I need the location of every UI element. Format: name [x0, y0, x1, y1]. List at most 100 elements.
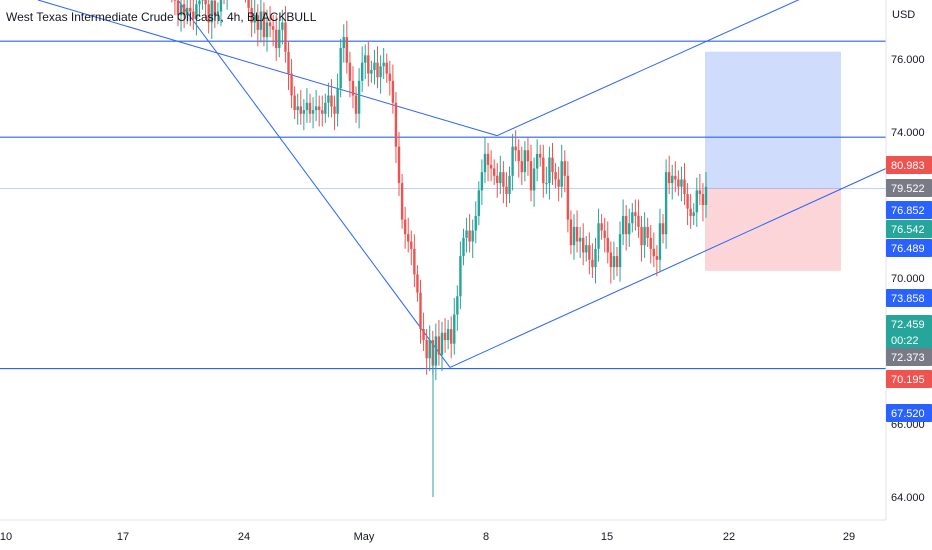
- candle-body: [508, 175, 511, 195]
- candle-body: [308, 102, 312, 114]
- candle-body: [511, 146, 514, 176]
- candle-body: [689, 208, 692, 216]
- price-tag-label: 67.520: [891, 408, 925, 420]
- candle-body: [443, 332, 447, 341]
- time-axis-bg: [0, 520, 886, 550]
- candle-body: [453, 314, 456, 344]
- trend-line: [37, 0, 498, 137]
- candle-body: [351, 80, 355, 96]
- y-tick-label: 76.000: [891, 54, 925, 66]
- time-axis[interactable]: 10 17 24 May 8 15 22 29: [0, 531, 855, 543]
- price-tag-label: 72.459: [891, 319, 925, 331]
- candle-body: [606, 237, 609, 253]
- position-zones[interactable]: [705, 51, 841, 271]
- candle-body: [588, 245, 591, 260]
- candle-body: [333, 106, 336, 114]
- candle-body: [182, 4, 186, 16]
- candle-body: [299, 106, 302, 114]
- currency-label: USD: [892, 9, 916, 21]
- candle-body: [210, 0, 213, 23]
- candle-body: [271, 26, 275, 30]
- price-tag: [886, 201, 932, 219]
- candle-body: [416, 274, 419, 293]
- candle-body: [677, 179, 680, 187]
- price-tag: [886, 179, 932, 197]
- candle-body: [578, 237, 582, 242]
- candle-body: [539, 153, 542, 158]
- candle-body: [376, 62, 379, 78]
- candle-body: [357, 80, 361, 114]
- candle-body: [612, 256, 616, 268]
- candle-body: [631, 212, 634, 224]
- candle-body: [247, 0, 250, 8]
- candle-body: [597, 223, 600, 249]
- candle-body: [502, 172, 505, 187]
- candle-body: [557, 179, 560, 187]
- candle-body: [514, 146, 517, 151]
- candle-body: [213, 0, 217, 16]
- candle-body: [575, 226, 579, 242]
- price-tag: [886, 348, 932, 366]
- y-tick-label: 70.000: [891, 273, 925, 285]
- candle-body: [394, 102, 398, 147]
- price-tag: [886, 370, 932, 388]
- candle-body: [621, 215, 625, 235]
- candles: [171, 0, 708, 497]
- candle-body: [560, 161, 563, 187]
- candle-body: [585, 245, 588, 253]
- candle-body: [545, 183, 548, 185]
- candle-body: [373, 62, 376, 70]
- candle-body: [492, 168, 496, 176]
- candle-body: [523, 150, 527, 173]
- price-tag: [886, 156, 932, 174]
- chart-title: West Texas Intermediate Crude Oil cash, …: [6, 10, 317, 24]
- candle-body: [517, 150, 520, 162]
- candle-body: [695, 190, 698, 213]
- candle-body: [569, 219, 573, 246]
- drawing-lines[interactable]: [0, 0, 887, 370]
- candle-body: [535, 153, 539, 169]
- candle-body: [302, 110, 306, 114]
- candle-body: [520, 161, 524, 173]
- candle-body: [465, 230, 468, 238]
- candle-body: [419, 292, 422, 330]
- x-tick-label: 10: [0, 531, 12, 543]
- candle-body: [566, 175, 570, 220]
- price-tag-label: 72.373: [891, 352, 925, 364]
- candle-body: [262, 11, 266, 38]
- candle-body: [683, 179, 686, 195]
- candle-body: [176, 0, 180, 16]
- countdown-label: 00:22: [891, 335, 919, 347]
- candle-body: [624, 215, 628, 235]
- price-tag: [886, 315, 932, 349]
- candle-body: [661, 223, 665, 235]
- candle-body: [278, 29, 281, 49]
- candle-body: [173, 0, 177, 1]
- candle-body: [434, 336, 438, 366]
- candle-body: [456, 296, 459, 315]
- price-tags: 80.983 79.522 76.852 76.542 76.489 73.858 72.4…: [886, 156, 932, 422]
- price-tag: [886, 404, 932, 422]
- price-tag: [886, 289, 932, 307]
- candle-body: [265, 22, 269, 38]
- candle-body: [496, 175, 499, 184]
- candle-body: [256, 15, 259, 30]
- price-tag-label: 76.489: [891, 243, 925, 255]
- candle-body: [253, 15, 256, 23]
- candle-body: [440, 332, 444, 355]
- candle-body: [640, 226, 643, 246]
- candle-body: [551, 157, 554, 173]
- candle-body: [428, 340, 431, 359]
- candle-body: [179, 4, 183, 16]
- candle-body: [250, 7, 253, 23]
- candle-body: [207, 4, 210, 23]
- candle-body: [192, 11, 195, 19]
- price-tag: [886, 220, 932, 238]
- candle-body: [489, 164, 493, 169]
- x-tick-label: 17: [117, 531, 129, 543]
- candle-body: [216, 11, 220, 16]
- candle-body: [628, 223, 631, 235]
- candle-body: [268, 22, 272, 27]
- candle-body: [287, 51, 290, 74]
